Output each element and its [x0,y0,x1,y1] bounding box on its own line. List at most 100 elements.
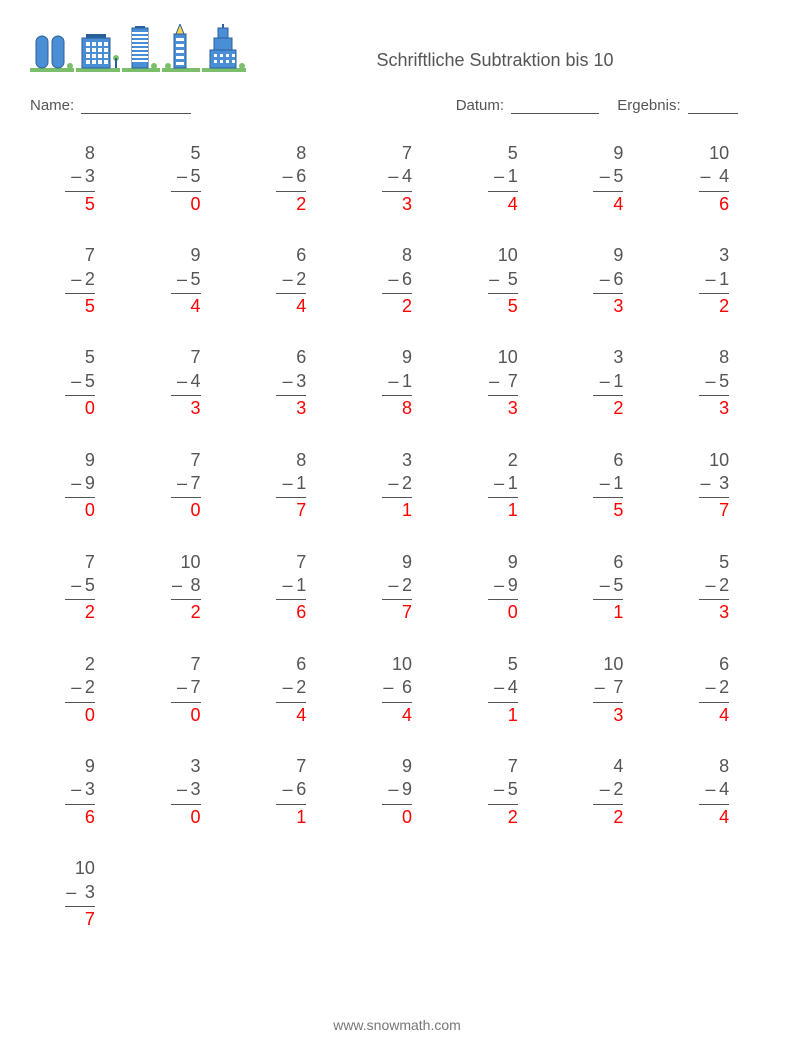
answer: 5 [488,294,518,318]
subtraction-problem: 10 – 5 5 [453,244,553,318]
minuend: 6 [276,244,306,267]
minuend: 7 [382,142,412,165]
minuend: 10 [593,653,623,676]
answer: 4 [276,703,306,727]
page-title: Schriftliche Subtraktion bis 10 [246,50,764,77]
subtraction-problem: 8 – 1 7 [241,449,341,523]
buildings-illustration [30,24,246,77]
footer-url: www.snowmath.com [0,1017,794,1033]
answer: 3 [699,600,729,624]
subtraction-problem: 7 – 5 2 [453,755,553,829]
subtraction-problem: 10 – 3 7 [30,857,130,931]
answer: 1 [488,498,518,522]
subtraction-problem: 5 – 5 0 [30,346,130,420]
minuend: 8 [65,142,95,165]
subtraction-problem: 9 – 5 4 [136,244,236,318]
name-blank[interactable] [81,113,191,114]
answer: 7 [276,498,306,522]
subtrahend: – 7 [171,676,201,699]
minuend: 10 [488,346,518,369]
subtraction-problem: 6 – 3 3 [241,346,341,420]
minuend: 8 [382,244,412,267]
subtrahend: – 2 [65,676,95,699]
answer: 6 [276,600,306,624]
minuend: 3 [382,449,412,472]
minuend: 3 [171,755,201,778]
subtraction-problem: 2 – 2 0 [30,653,130,727]
subtraction-problem: 10 – 4 6 [664,142,764,216]
subtrahend: – 1 [593,370,623,393]
answer: 2 [488,805,518,829]
minuend: 7 [65,244,95,267]
answer: 7 [382,600,412,624]
subtraction-problem: 9 – 9 0 [30,449,130,523]
subtrahend: – 5 [171,268,201,291]
subtraction-problem: 8 – 5 3 [664,346,764,420]
subtraction-problem: 5 – 4 1 [453,653,553,727]
answer: 5 [593,498,623,522]
subtraction-problem: 7 – 1 6 [241,551,341,625]
subtraction-problem: 3 – 2 1 [347,449,447,523]
subtraction-problem: 9 – 9 0 [453,551,553,625]
minuend: 9 [593,244,623,267]
answer: 4 [699,805,729,829]
answer: 4 [171,294,201,318]
subtraction-problem: 7 – 2 5 [30,244,130,318]
subtrahend: – 1 [699,268,729,291]
minuend: 8 [699,346,729,369]
minuend: 9 [593,142,623,165]
subtraction-problem: 3 – 3 0 [136,755,236,829]
minuend: 5 [699,551,729,574]
answer: 0 [171,192,201,216]
subtrahend: – 5 [699,370,729,393]
subtrahend: – 3 [171,778,201,801]
subtraction-problem: 6 – 2 4 [664,653,764,727]
subtraction-problem: 9 – 6 3 [559,244,659,318]
answer: 0 [171,498,201,522]
minuend: 7 [171,653,201,676]
subtraction-problem: 10 – 6 4 [347,653,447,727]
subtraction-problem: 7 – 4 3 [136,346,236,420]
answer: 5 [65,294,95,318]
subtrahend: – 2 [593,778,623,801]
subtrahend: – 4 [488,676,518,699]
subtrahend: – 2 [699,676,729,699]
subtrahend: – 5 [171,165,201,188]
answer: 0 [488,600,518,624]
subtrahend: – 4 [699,778,729,801]
minuend: 10 [65,857,95,880]
answer: 3 [276,396,306,420]
subtrahend: – 2 [276,676,306,699]
subtraction-problem: 3 – 1 2 [664,244,764,318]
minuend: 4 [593,755,623,778]
minuend: 5 [171,142,201,165]
name-label: Name: [30,97,74,114]
subtrahend: – 2 [65,268,95,291]
answer: 0 [171,805,201,829]
subtrahend: – 2 [699,574,729,597]
subtraction-problem: 8 – 6 2 [347,244,447,318]
subtrahend: – 1 [276,574,306,597]
subtraction-problem: 7 – 5 2 [30,551,130,625]
answer: 4 [276,294,306,318]
answer: 2 [593,805,623,829]
answer: 6 [699,192,729,216]
minuend: 8 [699,755,729,778]
minuend: 10 [488,244,518,267]
minuend: 8 [276,142,306,165]
answer: 8 [382,396,412,420]
subtrahend: – 1 [488,472,518,495]
minuend: 10 [699,449,729,472]
answer: 1 [276,805,306,829]
subtraction-problem: 8 – 3 5 [30,142,130,216]
minuend: 8 [276,449,306,472]
subtrahend: – 6 [382,268,412,291]
subtrahend: – 4 [171,370,201,393]
date-blank[interactable] [511,113,599,114]
minuend: 6 [699,653,729,676]
subtrahend: – 3 [65,778,95,801]
result-blank[interactable] [688,113,738,114]
minuend: 5 [488,653,518,676]
subtrahend: – 1 [276,472,306,495]
subtrahend: – 5 [488,778,518,801]
